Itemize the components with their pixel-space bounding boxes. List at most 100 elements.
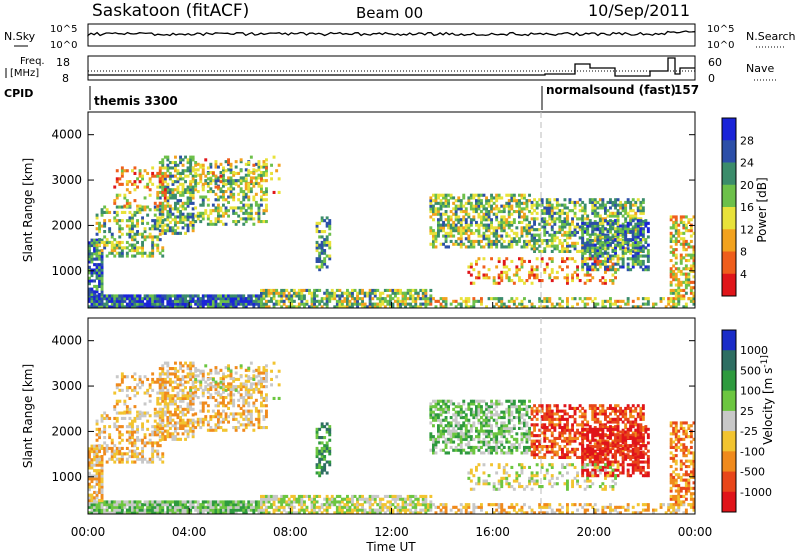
- velocity-cell: [682, 503, 686, 507]
- power-cell: [677, 299, 681, 303]
- power-cell: [110, 299, 114, 303]
- power-cell: [566, 236, 569, 240]
- power-cell: [606, 228, 610, 232]
- power-cell: [163, 297, 167, 301]
- power-cell: [444, 231, 448, 235]
- power-cell: [389, 299, 392, 303]
- power-cell: [189, 180, 193, 184]
- velocity-cell: [98, 477, 101, 481]
- velocity-cell: [161, 505, 165, 509]
- power-cell: [378, 299, 382, 303]
- power-cell: [179, 190, 182, 194]
- power-cell: [530, 225, 534, 229]
- power-cell: [227, 209, 230, 213]
- velocity-cell: [110, 505, 114, 509]
- power-cell: [452, 223, 456, 227]
- power-cell: [593, 268, 597, 272]
- velocity-cell: [174, 407, 177, 411]
- power-cell: [515, 204, 519, 208]
- velocity-cell: [181, 424, 185, 428]
- power-cell: [495, 245, 499, 249]
- power-cell: [237, 171, 241, 175]
- velocity-cell: [163, 361, 167, 365]
- velocity-cell: [313, 497, 316, 501]
- velocity-cell: [416, 503, 420, 507]
- velocity-cell: [211, 505, 215, 509]
- power-cell: [432, 234, 435, 238]
- power-cell: [669, 218, 673, 222]
- velocity-cell: [158, 388, 162, 392]
- velocity-cell: [161, 508, 165, 512]
- power-cell: [502, 223, 506, 227]
- power-cell: [118, 227, 122, 231]
- velocity-cell: [141, 425, 144, 429]
- power-cell: [90, 305, 94, 309]
- power-cell: [196, 302, 200, 306]
- power-cell: [242, 211, 246, 215]
- velocity-cell: [351, 503, 354, 507]
- power-y-label: Slant Range [km]: [21, 158, 35, 262]
- power-cell: [480, 193, 483, 197]
- velocity-cell: [179, 377, 182, 381]
- power-cell: [609, 257, 612, 261]
- power-cell: [485, 226, 488, 230]
- power-cell: [275, 302, 279, 306]
- velocity-cell: [267, 494, 271, 498]
- power-cell: [138, 305, 142, 309]
- velocity-cell: [335, 505, 339, 509]
- velocity-cell: [626, 505, 630, 509]
- power-cell: [626, 262, 630, 266]
- power-cell: [95, 227, 99, 231]
- power-cell: [120, 246, 124, 250]
- velocity-cell: [179, 410, 182, 414]
- power-cell: [639, 200, 643, 204]
- velocity-cell: [158, 426, 162, 430]
- power-cell: [161, 254, 165, 258]
- velocity-cell: [88, 455, 91, 459]
- power-cell: [168, 305, 172, 309]
- power-cell: [323, 243, 327, 247]
- power-cell: [88, 265, 91, 269]
- velocity-cell: [224, 500, 228, 504]
- velocity-cell: [242, 500, 246, 504]
- power-cell: [161, 249, 165, 253]
- velocity-cell: [404, 500, 407, 504]
- power-cell: [464, 218, 468, 222]
- power-cell: [639, 249, 643, 253]
- power-cell: [161, 158, 165, 162]
- power-cell: [629, 214, 633, 218]
- power-cell: [171, 294, 175, 298]
- power-cell: [133, 302, 137, 306]
- velocity-cell: [161, 410, 165, 414]
- power-cell: [525, 242, 529, 246]
- power-cell: [641, 211, 645, 215]
- velocity-cell: [525, 511, 529, 515]
- velocity-cell: [131, 505, 134, 509]
- power-cell: [641, 206, 645, 210]
- power-cell: [502, 302, 506, 306]
- power-cell: [477, 204, 481, 208]
- velocity-cell: [292, 505, 296, 509]
- power-cell: [523, 218, 526, 222]
- velocity-cell: [100, 446, 104, 450]
- velocity-cell: [249, 508, 253, 512]
- power-cell: [646, 259, 650, 263]
- velocity-cell: [265, 500, 268, 504]
- velocity-cell: [90, 466, 94, 470]
- power-cell: [679, 253, 683, 257]
- power-cell: [485, 229, 488, 233]
- velocity-cell: [277, 497, 281, 501]
- power-cell: [90, 260, 94, 264]
- velocity-cell: [105, 414, 109, 418]
- velocity-cell: [214, 500, 218, 504]
- power-cell: [614, 219, 617, 223]
- power-cell: [535, 241, 539, 245]
- power-cell: [239, 169, 243, 173]
- power-cell: [194, 168, 198, 172]
- velocity-cell: [558, 511, 562, 515]
- velocity-cell: [677, 508, 681, 512]
- power-cell: [168, 174, 172, 178]
- velocity-cell: [133, 503, 137, 507]
- power-cell: [636, 262, 640, 266]
